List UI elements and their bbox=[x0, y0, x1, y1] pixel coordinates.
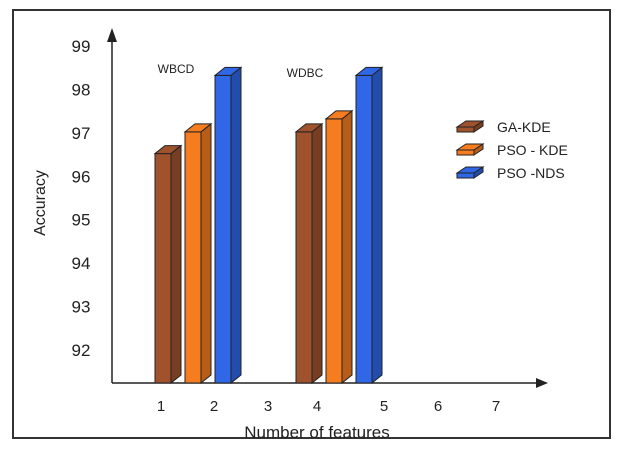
bar bbox=[324, 109, 354, 385]
bar-side bbox=[311, 122, 323, 385]
legend-item: GA-KDE bbox=[455, 119, 551, 135]
bar-front bbox=[355, 74, 373, 384]
legend-swatch bbox=[456, 149, 475, 156]
y-tick-label: 92 bbox=[72, 341, 91, 360]
group-label: WDBC bbox=[287, 66, 324, 80]
bar bbox=[183, 122, 213, 385]
legend-swatch-side bbox=[473, 120, 484, 133]
y-tick-label: 96 bbox=[72, 167, 91, 186]
bar-side bbox=[230, 66, 242, 385]
x-tick-label: 1 bbox=[157, 398, 165, 415]
bar-front bbox=[295, 131, 313, 384]
x-tick-label: 7 bbox=[492, 398, 500, 415]
x-tick-label: 3 bbox=[264, 398, 272, 415]
y-tick-label: 95 bbox=[72, 211, 91, 230]
y-tick-label: 94 bbox=[72, 254, 91, 273]
bar bbox=[213, 66, 243, 385]
bar-side bbox=[170, 144, 182, 385]
y-axis-arrow bbox=[107, 28, 117, 42]
y-tick-label: 98 bbox=[72, 80, 91, 99]
y-tick-label: 93 bbox=[72, 298, 91, 317]
bar-side bbox=[200, 122, 212, 385]
legend-swatch bbox=[456, 126, 475, 133]
bar-top bbox=[153, 145, 183, 155]
bar bbox=[294, 122, 324, 385]
x-axis-arrow bbox=[536, 378, 548, 388]
bar-top bbox=[213, 66, 243, 76]
group-label: WBCD bbox=[158, 62, 195, 76]
bar-top bbox=[294, 123, 324, 133]
bar-top bbox=[324, 110, 354, 120]
bar bbox=[354, 66, 384, 385]
legend-label: GA-KDE bbox=[497, 119, 551, 135]
x-tick-label: 5 bbox=[380, 398, 388, 415]
legend-item: PSO - KDE bbox=[455, 142, 568, 158]
bar-front bbox=[154, 153, 172, 384]
legend-item: PSO -NDS bbox=[455, 165, 565, 181]
x-tick-label: 4 bbox=[313, 398, 321, 415]
y-axis-title: Accuracy bbox=[32, 170, 49, 236]
legend-label: PSO - KDE bbox=[497, 142, 568, 158]
bar-side bbox=[341, 109, 353, 385]
x-axis-title: Number of features bbox=[244, 423, 390, 442]
legend-swatch bbox=[456, 172, 475, 179]
x-tick-label: 2 bbox=[210, 398, 218, 415]
legend-swatch-side bbox=[473, 143, 484, 156]
bar-top bbox=[354, 66, 384, 76]
bar-front bbox=[214, 74, 232, 384]
legend-label: PSO -NDS bbox=[497, 165, 565, 181]
legend-swatch-side bbox=[473, 166, 484, 179]
x-tick-label: 6 bbox=[434, 398, 442, 415]
y-tick-label: 99 bbox=[72, 37, 91, 56]
bar-front bbox=[325, 118, 343, 384]
bar-side bbox=[371, 66, 383, 385]
bar-front bbox=[184, 131, 202, 384]
y-tick-label: 97 bbox=[72, 124, 91, 143]
bar bbox=[153, 144, 183, 385]
bar-top bbox=[183, 123, 213, 133]
